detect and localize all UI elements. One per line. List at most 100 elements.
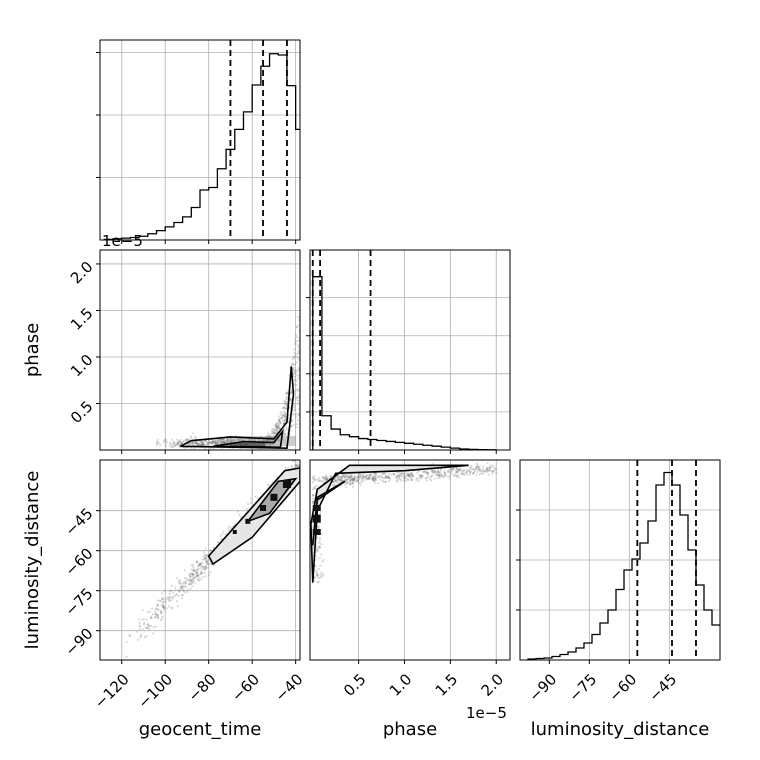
sample-point — [171, 443, 175, 446]
sample-point — [455, 470, 458, 473]
sample-point — [219, 534, 222, 538]
sample-point — [345, 475, 348, 478]
sample-point — [178, 581, 181, 584]
sample-point — [386, 475, 390, 478]
sample-point — [162, 606, 165, 609]
sample-point — [200, 444, 203, 447]
sample-point — [223, 438, 226, 441]
sample-point — [200, 440, 203, 443]
sample-point — [161, 598, 164, 601]
sample-point — [221, 533, 224, 536]
sample-point — [162, 606, 165, 609]
sample-point — [295, 325, 299, 328]
sample-point — [372, 477, 375, 481]
sample-point — [440, 475, 444, 478]
sample-point — [212, 440, 215, 444]
sample-point — [432, 470, 435, 473]
sample-point — [351, 478, 354, 481]
sample-point — [200, 578, 203, 581]
sample-point — [291, 362, 294, 365]
sample-point — [219, 440, 222, 444]
sample-point — [336, 481, 339, 484]
sample-point — [197, 443, 200, 446]
sample-point — [277, 425, 280, 429]
sample-point — [203, 443, 206, 446]
sample-point — [193, 441, 197, 444]
sample-point — [213, 441, 216, 444]
sample-point — [353, 478, 356, 481]
sample-point — [216, 441, 220, 444]
sample-point — [323, 476, 326, 479]
sample-point — [426, 473, 429, 476]
sample-point — [349, 483, 353, 486]
sample-point — [287, 467, 290, 470]
sample-point — [395, 476, 398, 479]
sample-point — [297, 464, 300, 467]
sample-point — [368, 474, 371, 477]
sample-point — [374, 474, 378, 477]
sample-point — [163, 605, 166, 608]
sample-point — [311, 481, 315, 484]
sample-point — [422, 470, 426, 474]
sample-point — [174, 586, 177, 589]
sample-point — [194, 441, 197, 445]
sample-point — [339, 476, 343, 479]
sample-point — [416, 477, 420, 480]
sample-point — [349, 476, 352, 479]
sample-point — [224, 440, 227, 443]
sample-point — [168, 592, 171, 595]
sample-point — [172, 440, 176, 443]
sample-point — [161, 603, 165, 606]
sample-point — [336, 477, 339, 480]
sample-point — [373, 472, 377, 475]
sample-point — [402, 476, 406, 479]
sample-point — [168, 599, 172, 602]
sample-point — [173, 442, 176, 445]
sample-point — [201, 561, 204, 565]
sample-point — [288, 405, 291, 408]
sample-point — [461, 473, 464, 476]
sample-point — [213, 442, 216, 445]
sample-point — [339, 477, 342, 481]
sample-point — [223, 441, 227, 444]
sample-point — [407, 479, 410, 482]
sample-point — [343, 473, 346, 476]
sample-point — [143, 636, 146, 639]
sample-point — [471, 472, 475, 475]
sample-point — [191, 563, 194, 566]
sample-point — [176, 593, 179, 596]
sample-point — [159, 611, 162, 614]
sample-point — [203, 557, 206, 560]
sample-point — [318, 545, 321, 548]
sample-point — [293, 466, 297, 469]
sample-point — [141, 608, 144, 612]
sample-point — [167, 605, 171, 608]
sample-point — [168, 444, 172, 448]
sample-point — [204, 567, 208, 570]
sample-point — [362, 480, 365, 483]
sample-point — [448, 469, 451, 472]
x-tick-label: −45 — [645, 670, 680, 705]
sample-point — [217, 541, 220, 544]
sample-point — [196, 442, 199, 445]
sample-point — [253, 495, 257, 498]
sample-point — [209, 562, 213, 565]
sample-point — [317, 525, 320, 528]
sample-point — [325, 478, 328, 481]
sample-point — [160, 604, 163, 607]
sample-point — [436, 469, 439, 473]
sample-point — [282, 433, 286, 436]
sample-point — [431, 462, 434, 466]
sample-point — [277, 425, 280, 428]
sample-point — [297, 349, 300, 352]
sample-point — [275, 426, 279, 429]
sample-point — [385, 476, 388, 479]
sample-point — [312, 476, 315, 479]
sample-point — [402, 474, 405, 477]
sample-point — [155, 612, 158, 615]
sample-point — [324, 476, 327, 479]
panel-hist-phase — [306, 249, 511, 454]
sample-point — [290, 464, 293, 468]
sample-point — [452, 467, 455, 470]
